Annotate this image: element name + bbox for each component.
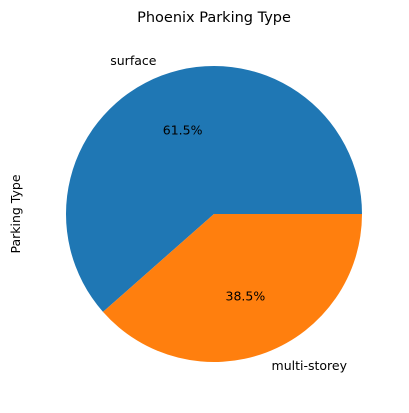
slice-label-surface: surface <box>110 53 157 68</box>
slice-percent-surface: 61.5% <box>163 122 203 137</box>
y-axis-label: Parking Type <box>8 174 23 253</box>
pie-slices <box>66 65 363 363</box>
slice-label-multi-storey: multi-storey <box>272 358 348 373</box>
pie-slice-surface <box>66 65 362 312</box>
chart-title: Phoenix Parking Type <box>137 10 291 26</box>
slice-percent-multi-storey: 38.5% <box>226 289 266 304</box>
pie-slice-multi-storey <box>102 214 363 363</box>
pie-labels: surface 61.5% multi-storey 38.5% <box>110 53 347 373</box>
